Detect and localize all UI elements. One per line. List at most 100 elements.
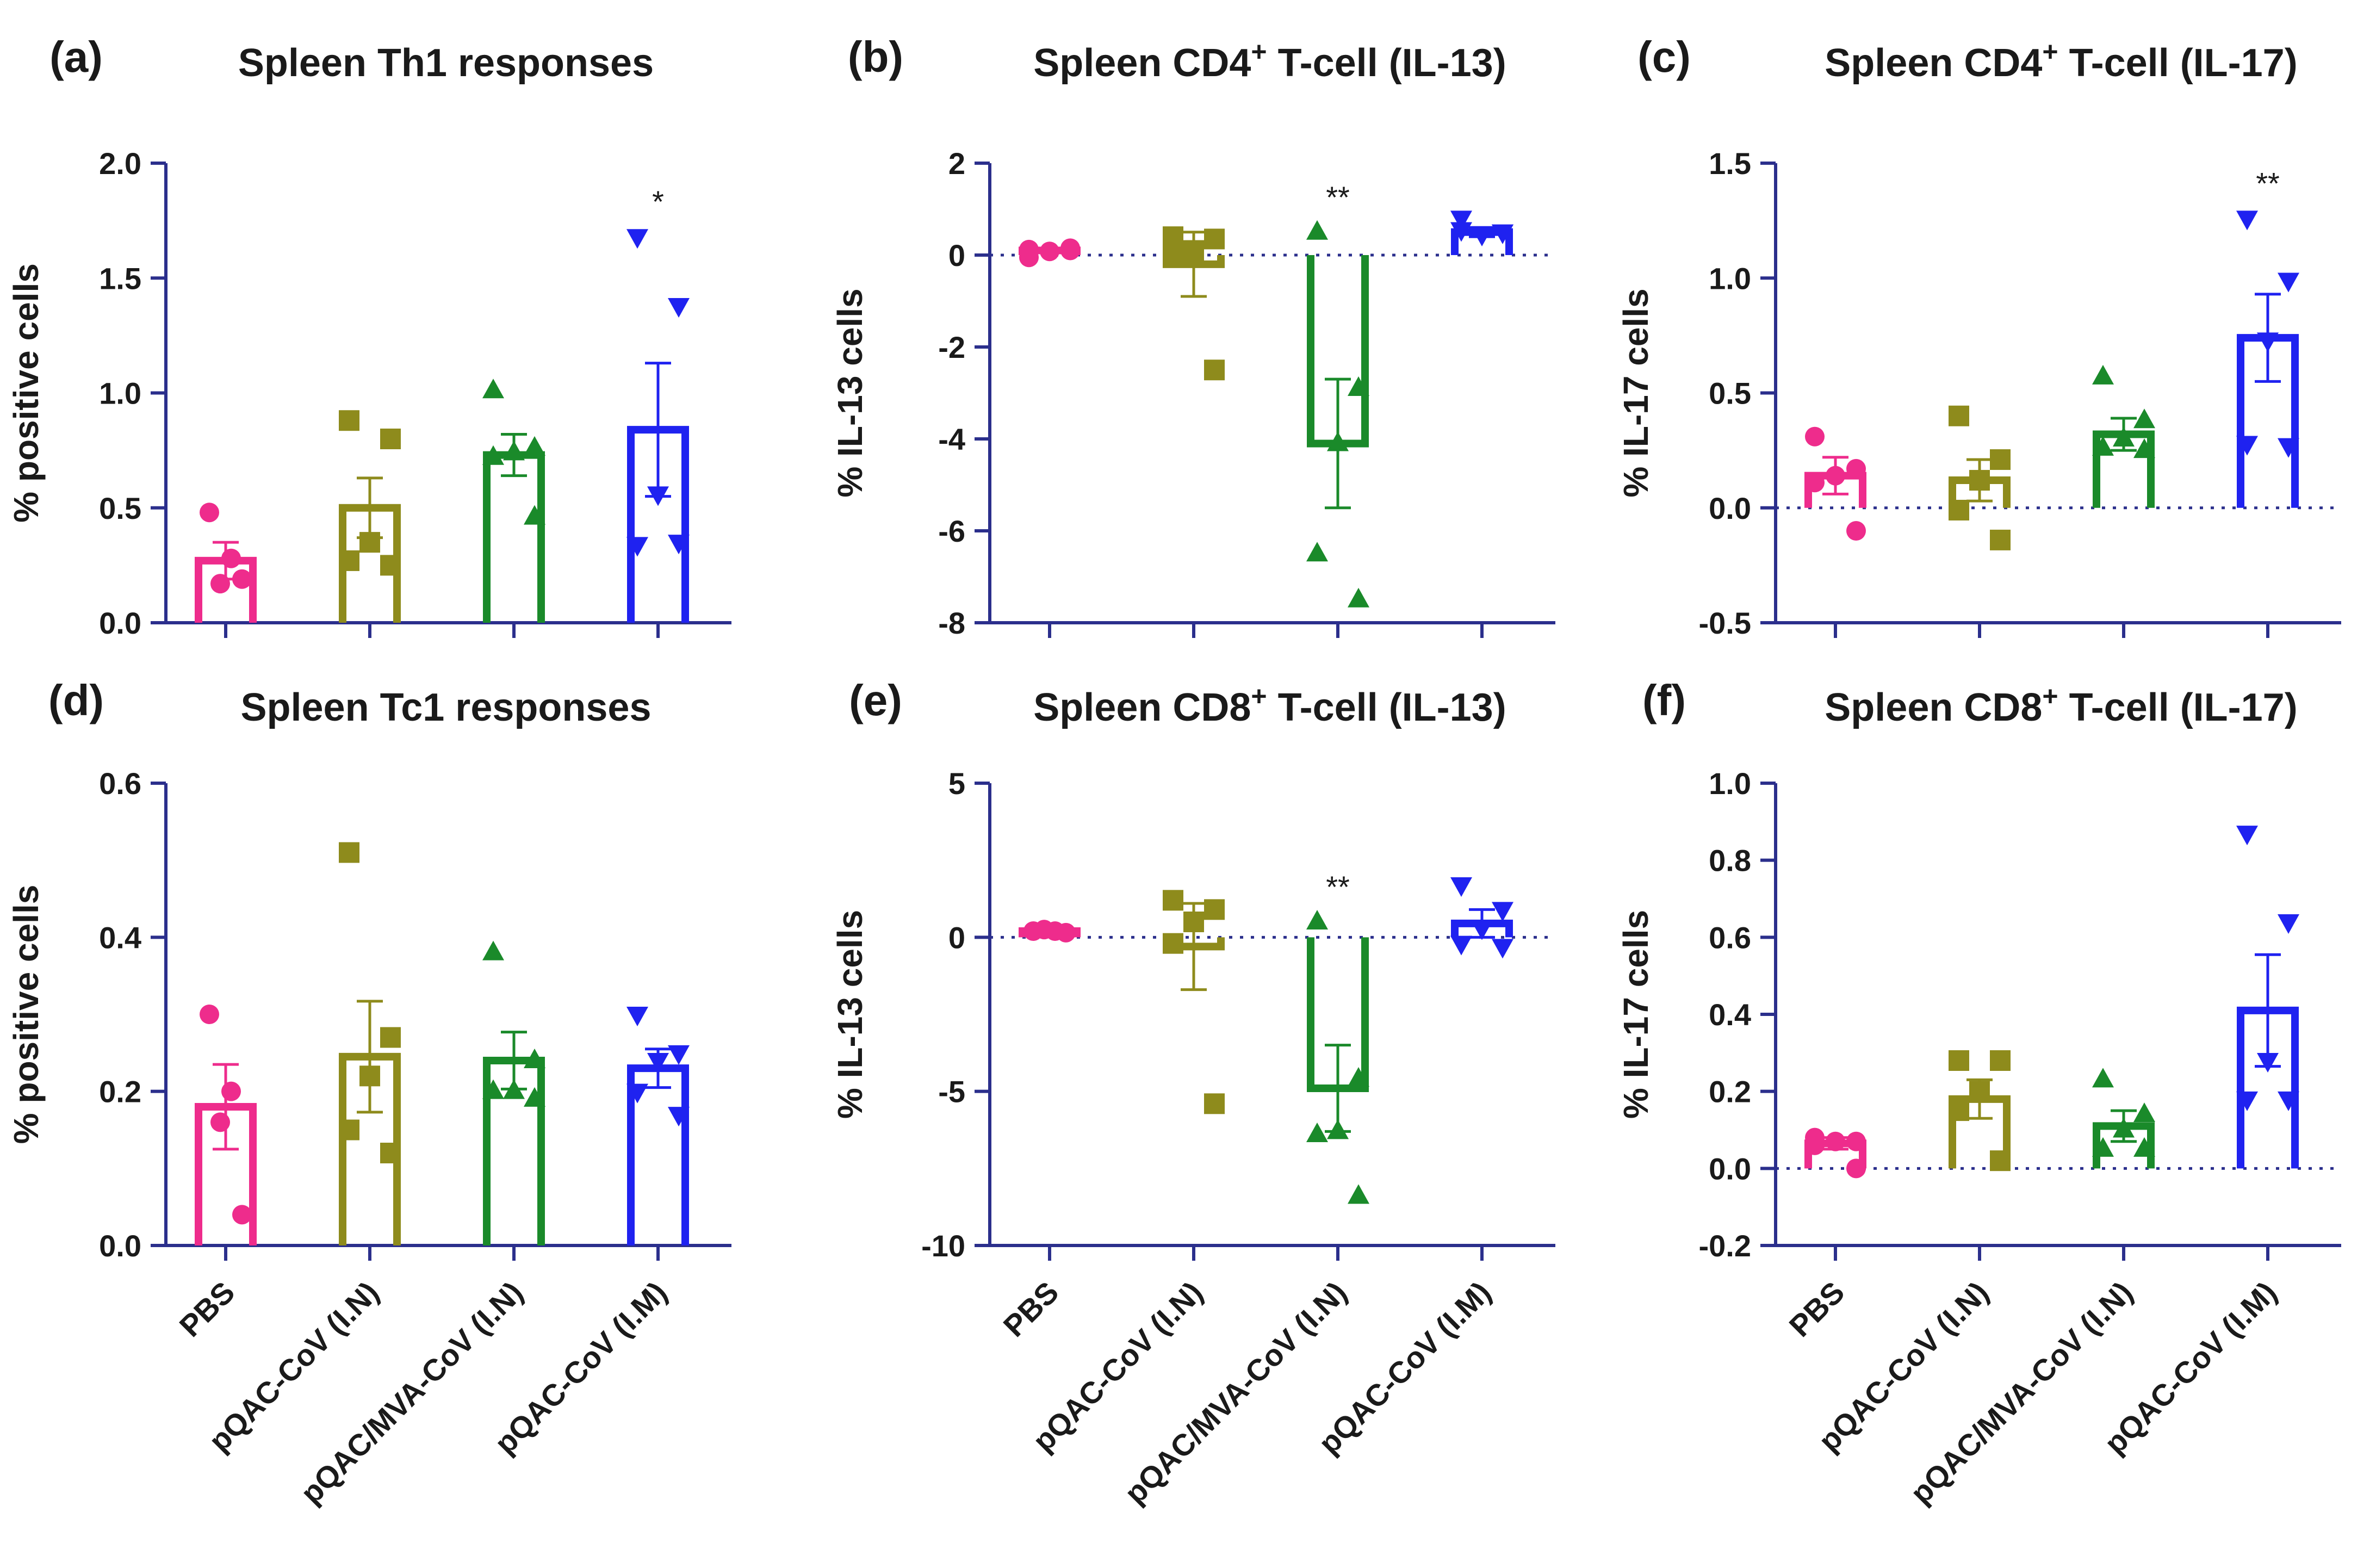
- data-point: [1805, 426, 1825, 447]
- y-axis-label: % IL-17 cells: [1616, 288, 1655, 497]
- y-tick-label: 2: [948, 146, 965, 181]
- data-point: [1846, 1131, 1866, 1151]
- data-point: [1306, 910, 1328, 929]
- y-tick-label: 1.0: [1709, 261, 1751, 295]
- data-point: [1492, 939, 1513, 959]
- y-tick-label: 0.8: [1709, 844, 1751, 878]
- data-point: [1990, 1150, 2011, 1172]
- y-tick-label: 2.0: [99, 146, 141, 181]
- data-point: [1492, 224, 1513, 244]
- bar-3: [483, 451, 545, 623]
- y-tick-label: 5: [948, 766, 965, 801]
- data-point: [2113, 427, 2135, 447]
- data-point: [524, 1087, 545, 1107]
- data-point: [359, 532, 380, 553]
- data-point: [1949, 1100, 1969, 1121]
- data-point: [1204, 360, 1225, 381]
- panel-c: (c) Spleen CD4+ T-cell (IL-17) -0.5 0.0 0.5 1…: [1616, 33, 2341, 640]
- data-point: [1846, 458, 1866, 479]
- y-tick-label: -10: [921, 1229, 965, 1263]
- data-point: [1204, 1093, 1225, 1114]
- x-category-label: PBS: [997, 1275, 1065, 1343]
- y-axis-label: % positive cells: [7, 263, 46, 523]
- y-tick-label: 0.0: [1709, 1151, 1751, 1186]
- data-point: [482, 1079, 504, 1099]
- data-point: [1826, 466, 1845, 486]
- data-point: [1163, 933, 1183, 954]
- y-tick-label: 0: [948, 238, 965, 272]
- data-point: [1846, 521, 1866, 541]
- data-point: [1450, 222, 1472, 242]
- significance-mark: **: [1326, 870, 1350, 904]
- data-point: [1471, 920, 1493, 940]
- y-tick-label: 1.0: [1709, 766, 1751, 801]
- panel-title: Spleen CD8+ T-cell (IL-13): [1033, 681, 1506, 729]
- panel-b: (b) Spleen CD4+ T-cell (IL-13) -8 -6 -4 -2 0 2%…: [830, 33, 1555, 640]
- data-point: [2133, 1137, 2155, 1157]
- data-point: [1969, 1081, 1990, 1102]
- y-axis-label: % IL-13 cells: [830, 910, 870, 1119]
- data-point: [2092, 1137, 2114, 1157]
- data-point: [668, 1107, 690, 1127]
- data-point: [2092, 1068, 2114, 1088]
- data-point: [482, 940, 504, 960]
- panel-title: Spleen CD4+ T-cell (IL-13): [1033, 36, 1506, 85]
- data-point: [1034, 920, 1054, 940]
- y-tick-label: -6: [938, 514, 965, 548]
- data-point: [2236, 826, 2258, 846]
- data-point: [2278, 272, 2299, 293]
- y-tick-label: 0.5: [1709, 376, 1751, 411]
- y-tick-label: -2: [938, 330, 965, 364]
- data-point: [1805, 1135, 1825, 1155]
- panel-label: (d): [48, 676, 104, 724]
- data-point: [1949, 405, 1969, 426]
- data-point: [1183, 240, 1204, 261]
- data-point: [380, 429, 401, 449]
- data-point: [1163, 245, 1183, 265]
- data-point: [503, 1079, 525, 1099]
- data-point: [626, 229, 648, 249]
- panel-title: Spleen CD4+ T-cell (IL-17): [1825, 36, 2297, 85]
- data-point: [380, 1027, 401, 1048]
- data-point: [2133, 1102, 2155, 1123]
- data-point: [2236, 210, 2258, 231]
- data-point: [2236, 1091, 2258, 1111]
- y-tick-label: 0.0: [1709, 491, 1751, 525]
- data-point: [359, 1065, 380, 1087]
- data-point: [626, 1007, 648, 1026]
- data-point: [1348, 1067, 1369, 1087]
- data-point: [2257, 332, 2279, 352]
- panel-label: (e): [849, 676, 902, 724]
- data-point: [1348, 376, 1369, 396]
- data-point: [2092, 364, 2114, 385]
- y-tick-label: -4: [938, 422, 965, 456]
- data-point: [524, 1049, 545, 1068]
- data-point: [339, 550, 359, 571]
- panel-label: (a): [49, 33, 103, 81]
- panel-title: Spleen Tc1 responses: [241, 686, 652, 729]
- data-point: [1163, 890, 1183, 911]
- panel-label: (f): [1642, 676, 1686, 724]
- significance-mark: *: [652, 184, 664, 219]
- data-point: [339, 842, 359, 863]
- data-point: [482, 379, 504, 399]
- data-point: [1306, 542, 1328, 562]
- data-point: [1450, 877, 1472, 897]
- data-point: [1450, 210, 1472, 231]
- data-point: [2257, 1053, 2279, 1073]
- panel-a: (a) Spleen Th1 responses 0.0 0.5 1.0 1.5 2.0 % …: [7, 33, 731, 640]
- y-tick-label: 0.4: [1709, 997, 1751, 1032]
- panel-label: (b): [848, 33, 903, 81]
- data-point: [221, 548, 241, 568]
- y-tick-label: 0.5: [99, 491, 141, 525]
- data-point: [1492, 902, 1513, 922]
- data-point: [524, 505, 545, 525]
- panel-e: (e) Spleen CD8+ T-cell (IL-13) -10 -5 0 5 % IL…: [830, 676, 1555, 1510]
- y-tick-label: 0: [948, 920, 965, 955]
- data-point: [2236, 436, 2258, 456]
- data-point: [2133, 438, 2155, 458]
- y-tick-label: 0.6: [99, 766, 141, 801]
- panel-label: (c): [1637, 33, 1691, 81]
- panel-title: Spleen Th1 responses: [238, 41, 654, 85]
